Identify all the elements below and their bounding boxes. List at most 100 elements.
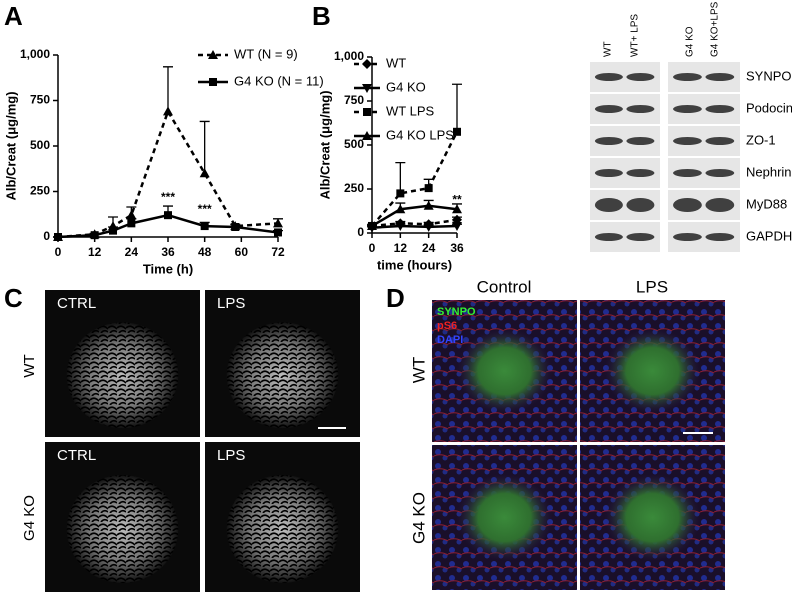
- marker: [109, 226, 117, 235]
- blot-band: [626, 169, 655, 177]
- y-tick-label: 250: [344, 181, 364, 195]
- y-tick-label: 250: [30, 184, 50, 198]
- legend-marker: [363, 108, 371, 116]
- blot-band: [626, 198, 655, 212]
- blot-band: [594, 73, 623, 81]
- y-tick-label: 0: [43, 229, 50, 243]
- y-tick-label: 750: [30, 93, 50, 107]
- glomerulus: [456, 474, 553, 561]
- error-bar: [395, 161, 406, 194]
- x-tick-label: 36: [161, 245, 175, 259]
- series-line: [371, 224, 458, 229]
- marker: [90, 231, 99, 240]
- legend-marker: [208, 50, 218, 59]
- blot-band: [626, 73, 655, 81]
- blot-row-label: Nephrin: [746, 164, 792, 179]
- y-tick-label: 1,000: [334, 49, 364, 63]
- blot-band: [673, 169, 702, 177]
- blot-band: [594, 233, 623, 241]
- blot-band: [673, 105, 702, 113]
- condition-label: Control: [477, 277, 532, 296]
- x-tick-label: 12: [394, 241, 408, 255]
- legend-label: WT: [386, 55, 406, 70]
- glomerulus-texture: [66, 475, 179, 583]
- glomerulus-texture: [66, 322, 179, 429]
- marker: [126, 210, 137, 220]
- error-bar: [199, 120, 210, 174]
- condition-label: LPS: [217, 447, 245, 464]
- blot-band: [705, 198, 735, 212]
- marker: [231, 222, 240, 231]
- marker: [452, 221, 462, 231]
- y-axis-label: Alb/Creat (μg/mg): [317, 90, 332, 199]
- marker: [453, 127, 461, 136]
- genotype-label: WT: [409, 357, 428, 383]
- panel-letter: C: [4, 283, 23, 313]
- condition-label: CTRL: [57, 447, 96, 464]
- y-tick-label: 500: [344, 137, 364, 151]
- x-axis-label: Time (h): [143, 261, 193, 276]
- legend-marker: [209, 78, 217, 86]
- panel-letter: D: [386, 283, 405, 313]
- blot-band: [626, 137, 655, 145]
- genotype-label: G4 KO: [409, 492, 428, 544]
- error-bar: [452, 83, 462, 132]
- marker: [423, 222, 434, 232]
- marker: [452, 204, 462, 214]
- y-tick-label: 500: [30, 138, 50, 152]
- x-tick-label: 60: [235, 245, 249, 259]
- y-tick-label: 1,000: [20, 47, 50, 61]
- marker: [367, 220, 377, 230]
- genotype-label: G4 KO: [21, 495, 38, 541]
- x-tick-label: 0: [55, 245, 62, 259]
- legend-label: WT (N = 9): [234, 46, 298, 61]
- condition-label: LPS: [217, 295, 245, 312]
- annotation: **: [452, 193, 462, 207]
- series-line: [371, 131, 459, 227]
- glomerulus: [456, 328, 553, 414]
- blot-band: [705, 233, 735, 241]
- error-bar: [163, 66, 173, 112]
- glomerulus: [604, 474, 701, 561]
- series-line: [371, 204, 458, 228]
- y-tick-label: 0: [357, 225, 364, 239]
- blot-column-label: WT: [603, 41, 614, 57]
- blot-band: [705, 105, 735, 113]
- marker: [395, 221, 406, 231]
- stain-label: DAPI: [437, 334, 463, 346]
- legend-label: G4 KO: [386, 79, 426, 94]
- y-tick-label: 750: [344, 93, 364, 107]
- blot-band: [626, 105, 655, 113]
- blot-band: [705, 137, 735, 145]
- x-tick-label: 24: [125, 245, 139, 259]
- marker: [199, 168, 210, 178]
- legend-label: G4 KO LPS: [386, 127, 454, 142]
- legend-marker: [362, 59, 372, 69]
- marker: [164, 211, 172, 220]
- marker: [423, 200, 434, 210]
- marker: [395, 204, 406, 214]
- marker: [396, 189, 405, 198]
- legend-marker: [362, 84, 372, 93]
- blot-band: [594, 169, 623, 177]
- glomerulus-texture: [226, 322, 339, 429]
- x-tick-label: 48: [198, 245, 212, 259]
- marker: [127, 219, 136, 228]
- marker: [200, 222, 209, 231]
- stain-label: SYNPO: [437, 306, 476, 318]
- marker: [54, 233, 62, 241]
- x-axis-label: time (hours): [377, 257, 452, 272]
- blot-band: [594, 105, 623, 113]
- x-tick-label: 24: [422, 241, 436, 255]
- marker: [274, 228, 282, 237]
- blot-row-label: SYNPO: [746, 68, 792, 83]
- glomerulus-texture: [226, 475, 339, 583]
- blot-column-label: G4 KO: [685, 26, 696, 57]
- annotation: ***: [198, 202, 212, 216]
- legend-marker: [362, 131, 372, 140]
- blot-row-label: Podocin: [746, 100, 792, 115]
- x-tick-label: 72: [271, 245, 285, 259]
- marker: [424, 184, 433, 193]
- blot-row-label: ZO-1: [746, 132, 776, 147]
